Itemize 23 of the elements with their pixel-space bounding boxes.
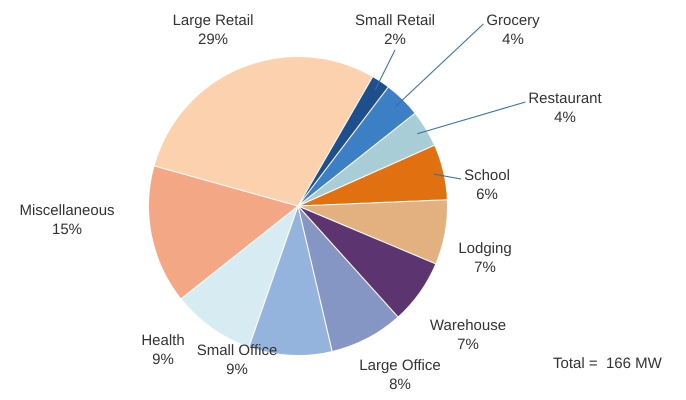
slice-label: Small Office xyxy=(196,342,278,360)
data-label: 15% xyxy=(52,221,82,238)
slice-label: Lodging xyxy=(458,240,512,258)
data-label: 4% xyxy=(502,31,524,48)
data-label: 4% xyxy=(554,109,576,126)
data-label: 9% xyxy=(226,361,248,378)
slice-label: Large Office xyxy=(359,357,441,374)
data-label: 6% xyxy=(476,186,498,204)
slice-label: Health xyxy=(141,332,185,350)
data-label: 7% xyxy=(474,259,496,276)
slice-label: Miscellaneous xyxy=(19,202,115,220)
data-label: 9% xyxy=(152,351,174,368)
slice-label: Small Retail xyxy=(354,12,436,30)
slice-label: Restaurant xyxy=(528,90,603,108)
text: Total = 166 MW xyxy=(553,355,663,372)
slice-label: Large Retail xyxy=(172,12,254,30)
data-label: 8% xyxy=(389,376,411,394)
slice-label: Warehouse xyxy=(430,317,506,334)
data-label: 7% xyxy=(457,336,479,354)
data-label: 2% xyxy=(384,31,406,48)
data-label: 29% xyxy=(198,31,228,48)
slice-label: Grocery xyxy=(486,12,540,30)
slice-label: School xyxy=(464,167,510,184)
